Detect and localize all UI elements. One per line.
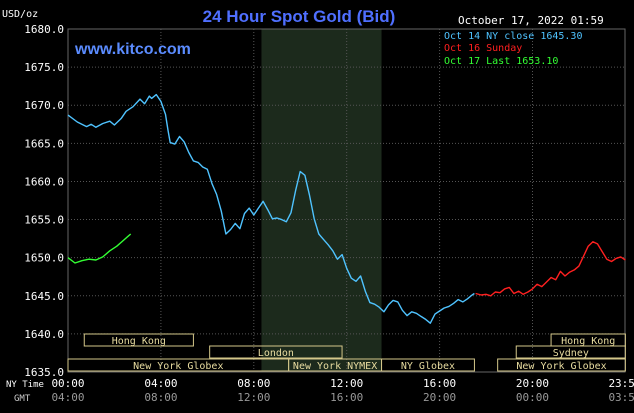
date-stamp: October 17, 2022 01:59 (458, 14, 604, 27)
x-tick-label-ny: 16:00 (423, 377, 456, 390)
session-bar (381, 358, 475, 372)
y-tick-label: 1680.0 (24, 23, 64, 36)
y-tick-label: 1675.0 (24, 61, 64, 74)
legend-entry: Oct 16 Sunday (444, 43, 522, 54)
session-label: London (258, 348, 294, 359)
x-tick-label-gmt: 20:00 (423, 391, 456, 404)
y-tick-label: 1645.0 (24, 290, 64, 303)
session-label: Hong Kong (112, 336, 166, 347)
y-tick-labels: 1680.0 1675.0 1670.0 1665.0 1660.0 1655.0 1650… (24, 23, 64, 379)
watermark: www.kitco.com (74, 41, 191, 58)
x-tick-label-gmt: 16:00 (330, 391, 363, 404)
y-unit-label: USD/oz (2, 9, 38, 20)
session-bar (83, 333, 194, 347)
x-tick-label-gmt: 08:00 (144, 391, 177, 404)
x-tick-label-ny: 12:00 (330, 377, 363, 390)
legend: Oct 14 NY close 1645.30 Oct 16 Sunday Oc… (444, 31, 582, 67)
y-tick-label: 1635.0 (24, 366, 64, 379)
session-label: New York Globex (133, 361, 223, 372)
y-tick-label: 1655.0 (24, 214, 64, 227)
session-bar (515, 345, 626, 359)
x-tick-label-gmt: 04:00 (51, 391, 84, 404)
x-row-label-gmt: GMT (14, 394, 31, 404)
plot-frame (67, 28, 626, 373)
series-line (475, 241, 626, 297)
session-bar (209, 345, 343, 359)
session-label: New York NYMEX (293, 361, 377, 372)
legend-entry: Oct 17 Last 1653.10 (444, 56, 558, 67)
session-label: Hong Kong (561, 336, 615, 347)
x-tick-label-gmt: 00:00 (516, 391, 549, 404)
x-row-label-ny: NY Time (6, 380, 44, 390)
x-tick-label-ny: 04:00 (144, 377, 177, 390)
x-tick-label-gmt: 03:59 (608, 391, 634, 404)
y-tick-label: 1640.0 (24, 328, 64, 341)
x-tick-label-ny: 23:59 (608, 377, 634, 390)
x-tick-label-gmt: 12:00 (237, 391, 270, 404)
legend-entry: Oct 14 NY close 1645.30 (444, 31, 582, 42)
session-bars: Hong Kong London New York Globex New York N… (67, 333, 626, 372)
x-tick-label-ny: 20:00 (516, 377, 549, 390)
x-tick-label-ny: 00:00 (51, 377, 84, 390)
y-tick-label: 1665.0 (24, 137, 64, 150)
session-label: Sydney (553, 348, 589, 359)
session-bar (497, 358, 626, 372)
series-line (67, 233, 132, 264)
y-tick-label: 1650.0 (24, 252, 64, 265)
y-tick-label: 1660.0 (24, 175, 64, 188)
chart-title: 24 Hour Spot Gold (Bid) (203, 7, 396, 26)
series-line (67, 93, 475, 324)
x-tick-labels: 00:0004:0004:0008:0008:0012:0012:0016:00… (51, 377, 634, 404)
session-label: NY Globex (401, 361, 455, 372)
x-tick-label-ny: 08:00 (237, 377, 270, 390)
price-series (67, 93, 626, 324)
session-label: New York Globex (516, 361, 606, 372)
shaded-session-band (261, 29, 382, 372)
y-tick-label: 1670.0 (24, 99, 64, 112)
